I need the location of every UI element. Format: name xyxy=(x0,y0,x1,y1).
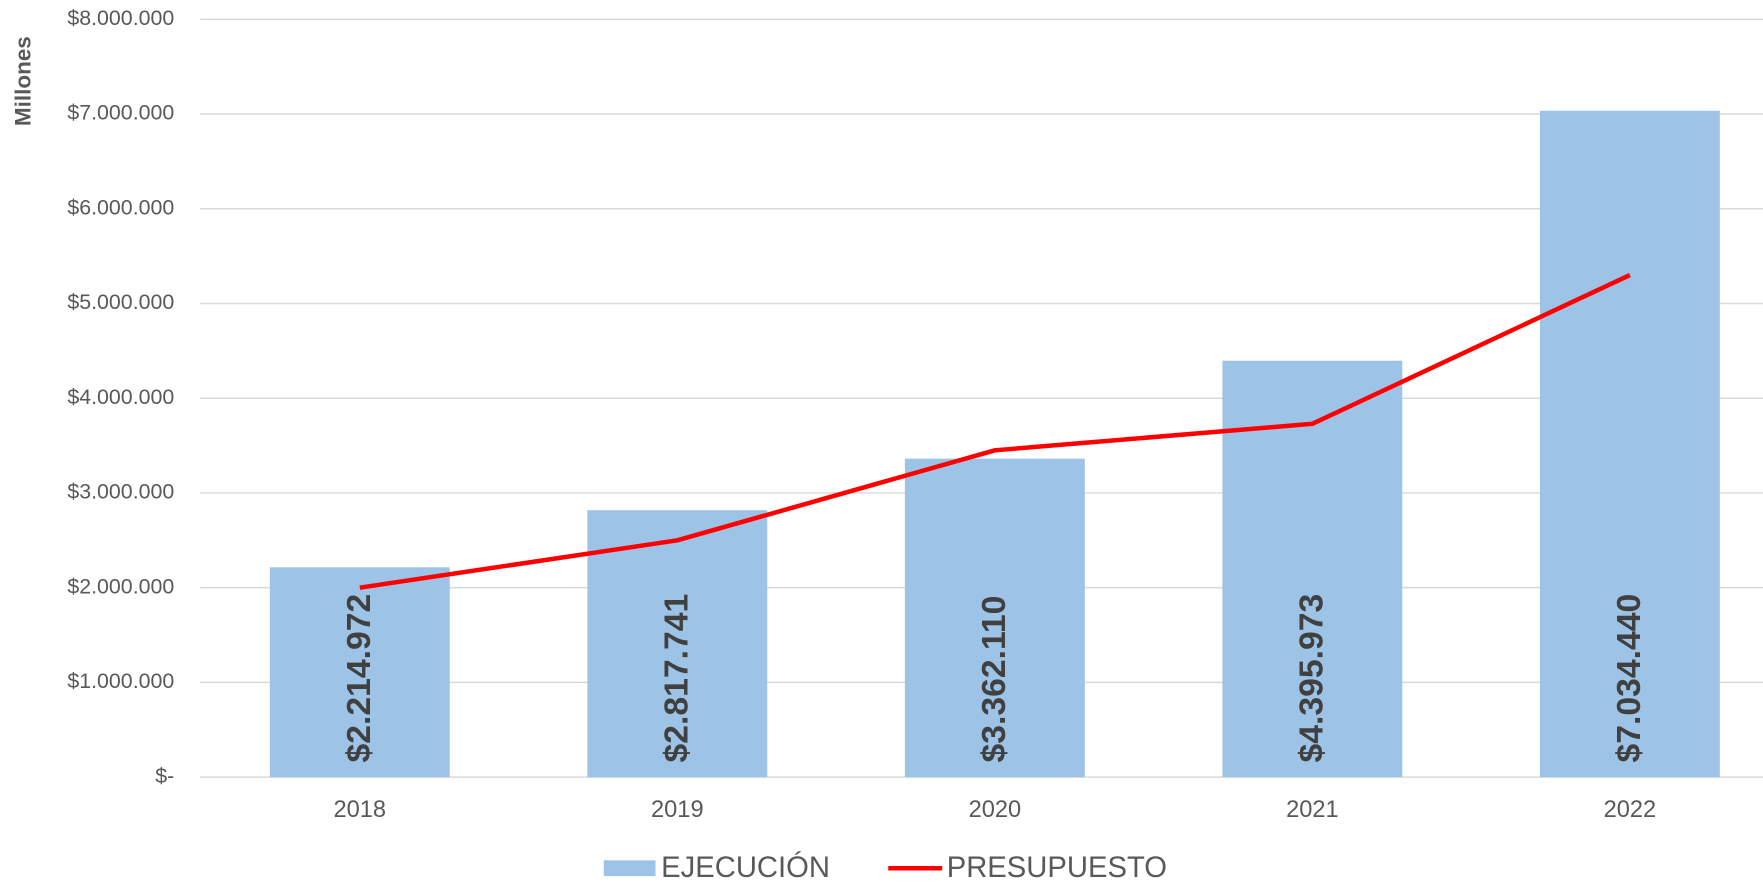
y-tick-label: $7.000.000 xyxy=(67,101,174,125)
y-tick-label: $6.000.000 xyxy=(67,195,174,219)
legend-swatch xyxy=(603,860,656,877)
legend-label: EJECUCIÓN xyxy=(661,851,830,883)
y-tick-label: $2.000.000 xyxy=(67,574,174,598)
data-label: $3.362.110 xyxy=(975,596,1013,763)
data-label: $7.034.440 xyxy=(1610,594,1648,763)
x-tick-label: 2019 xyxy=(651,797,704,823)
data-label: $2.214.972 xyxy=(340,594,378,763)
bar xyxy=(904,458,1085,778)
y-tick-label: $4.000.000 xyxy=(67,385,174,409)
y-tick-label: $5.000.000 xyxy=(67,290,174,314)
data-label: $2.817.741 xyxy=(657,594,695,763)
x-tick-label: 2018 xyxy=(334,797,387,823)
y-tick-label: $8.000.000 xyxy=(67,6,174,30)
y-tick-label: $3.000.000 xyxy=(67,480,174,504)
x-tick-label: 2021 xyxy=(1286,797,1339,823)
line xyxy=(359,273,1631,590)
x-tick-label: 2020 xyxy=(969,797,1022,823)
bar xyxy=(587,510,768,778)
legend-label: PRESUPUESTO xyxy=(947,852,1167,883)
x-tick-label: 2022 xyxy=(1604,797,1657,823)
y-axis-title: Millones xyxy=(11,36,36,126)
bar xyxy=(1539,110,1720,778)
y-tick-label: $1.000.000 xyxy=(67,669,174,693)
data-label: $4.395.973 xyxy=(1292,594,1330,763)
bar xyxy=(269,567,450,778)
y-tick-label: $- xyxy=(155,764,174,788)
